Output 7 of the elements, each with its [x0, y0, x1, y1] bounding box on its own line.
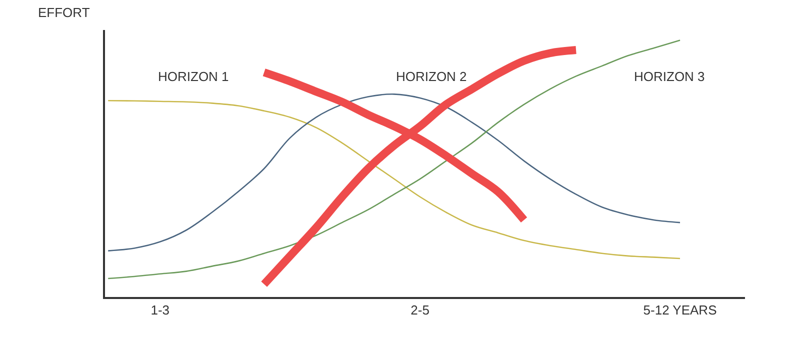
x-tick-label: 1-3 — [150, 302, 170, 318]
x-tick-label: 5-12 YEARS — [643, 302, 718, 318]
x-tick-label: 2-5 — [410, 302, 430, 318]
annotation: HORIZON 2 — [396, 69, 467, 84]
y-axis-title: EFFORT — [38, 5, 90, 20]
annotation: HORIZON 1 — [158, 69, 229, 84]
annotation: HORIZON 3 — [634, 69, 705, 84]
